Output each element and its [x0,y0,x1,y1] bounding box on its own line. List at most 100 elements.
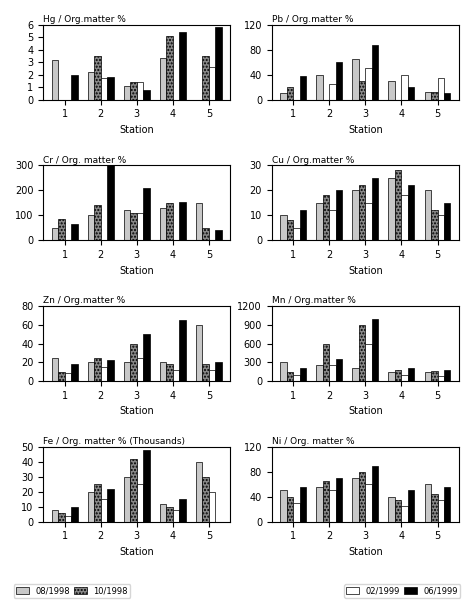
Bar [408,185,414,240]
Text: Cr / Org. matter %: Cr / Org. matter % [43,156,127,165]
Bar [395,500,401,521]
Bar [293,228,300,240]
Bar [438,78,444,99]
Bar [71,224,78,240]
Bar [179,33,186,99]
Bar [94,484,101,521]
Bar [316,488,323,521]
Bar [300,488,306,521]
Bar [202,364,209,381]
Bar [58,219,65,240]
Bar [179,320,186,381]
Bar [300,368,306,381]
Bar [401,75,408,99]
Bar [94,358,101,381]
Bar [173,370,179,381]
Bar [196,462,202,521]
Bar [94,205,101,240]
Bar [425,484,431,521]
Bar [179,202,186,240]
Bar [124,86,130,99]
Bar [88,216,94,240]
X-axis label: Station: Station [119,265,154,276]
Bar [329,491,336,521]
Bar [58,513,65,521]
Bar [137,82,143,99]
Bar [408,368,414,381]
X-axis label: Station: Station [348,265,383,276]
Bar [336,62,342,99]
Bar [179,499,186,521]
Bar [196,203,202,240]
Bar [124,210,130,240]
Bar [431,210,438,240]
Bar [143,450,150,521]
Bar [300,210,306,240]
Bar [202,228,209,240]
Bar [352,59,359,99]
Bar [431,494,438,521]
Bar [107,164,114,240]
Bar [209,370,216,381]
Bar [444,203,450,240]
Legend: 02/1999, 06/1999: 02/1999, 06/1999 [344,584,460,598]
X-axis label: Station: Station [119,547,154,557]
Bar [300,76,306,99]
Bar [359,325,365,381]
Bar [365,203,372,240]
Bar [280,491,287,521]
Bar [216,231,222,240]
Bar [137,484,143,521]
Bar [336,478,342,521]
Bar [323,344,329,381]
Bar [401,196,408,240]
Bar [143,188,150,240]
Bar [401,374,408,381]
Bar [444,488,450,521]
Bar [425,190,431,240]
X-axis label: Station: Station [119,125,154,135]
Bar [202,56,209,99]
Bar [329,210,336,240]
Bar [359,472,365,521]
Bar [52,510,58,521]
Bar [352,478,359,521]
Bar [316,75,323,99]
Bar [71,507,78,521]
Bar [408,491,414,521]
Bar [88,72,94,99]
Bar [124,362,130,381]
Bar [101,78,107,99]
Bar [438,376,444,381]
Bar [166,507,173,521]
Bar [137,213,143,240]
Bar [280,362,287,381]
Bar [352,190,359,240]
Bar [160,504,166,521]
Bar [293,374,300,381]
Bar [130,82,137,99]
Bar [71,75,78,99]
Bar [287,497,293,521]
Bar [137,358,143,381]
Bar [202,477,209,521]
Bar [408,87,414,99]
Bar [287,87,293,99]
Bar [166,36,173,99]
X-axis label: Station: Station [348,547,383,557]
Bar [216,362,222,381]
Bar [160,362,166,381]
Bar [389,497,395,521]
Bar [438,216,444,240]
Bar [316,203,323,240]
Bar [107,489,114,521]
Bar [336,359,342,381]
Bar [444,93,450,99]
Bar [52,60,58,99]
Bar [94,56,101,99]
Bar [65,516,71,521]
Bar [287,371,293,381]
Bar [166,364,173,381]
Bar [329,84,336,99]
Bar [280,216,287,240]
